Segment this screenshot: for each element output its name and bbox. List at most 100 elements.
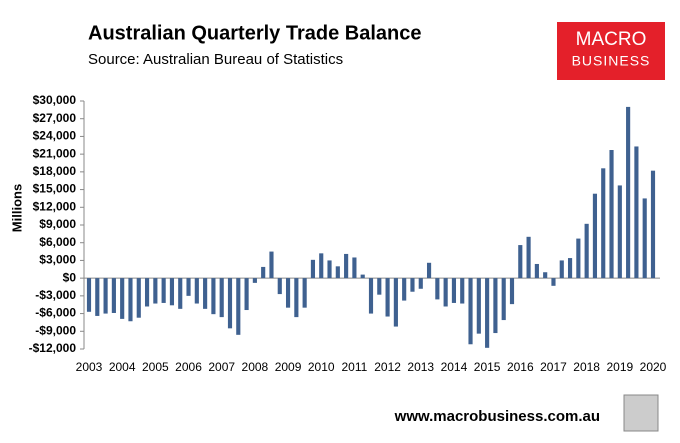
logo-text: BUSINESS <box>572 53 651 69</box>
bar <box>128 278 133 322</box>
x-tick-label: 2007 <box>208 360 235 374</box>
bar <box>178 278 183 309</box>
x-tick-label: 2018 <box>573 360 600 374</box>
x-tick-label: 2019 <box>606 360 633 374</box>
bar <box>592 193 598 279</box>
bar <box>211 278 216 315</box>
bar <box>385 278 390 317</box>
bar <box>518 245 523 279</box>
x-tick-label: 2003 <box>76 360 103 374</box>
y-tick-label: $6,000 <box>39 235 76 249</box>
bar <box>626 106 631 279</box>
bar <box>277 278 282 295</box>
bar <box>418 278 423 289</box>
bar <box>169 278 175 306</box>
y-tick-label: $27,000 <box>33 111 77 125</box>
y-tick-label: -$3,000 <box>35 288 76 302</box>
bar <box>377 278 382 295</box>
bar <box>302 278 307 308</box>
bar <box>543 272 548 279</box>
y-tick-label: $21,000 <box>33 146 77 160</box>
bar <box>310 259 316 279</box>
y-tick-label: $12,000 <box>33 199 77 213</box>
bar <box>86 278 92 312</box>
x-tick-label: 2004 <box>109 360 136 374</box>
x-tick-label: 2006 <box>175 360 202 374</box>
bar <box>584 223 589 279</box>
bar <box>509 278 515 305</box>
bar <box>501 278 506 321</box>
bar <box>285 278 291 308</box>
bar <box>368 278 374 314</box>
bar <box>153 278 158 304</box>
fox-icon <box>623 394 659 432</box>
bar <box>534 263 539 279</box>
bar <box>111 278 116 313</box>
x-tick-label: 2009 <box>275 360 302 374</box>
bar <box>252 278 257 283</box>
bar <box>426 262 432 279</box>
chart-title: Australian Quarterly Trade Balance <box>88 22 421 44</box>
bar <box>95 278 100 316</box>
y-tick-label: $9,000 <box>39 217 76 231</box>
y-tick-label: $30,000 <box>33 93 77 107</box>
x-tick-label: 2008 <box>242 360 269 374</box>
x-tick-label: 2017 <box>540 360 567 374</box>
bar <box>219 278 224 318</box>
bar <box>551 278 556 286</box>
footer: www.macrobusiness.com.au <box>394 408 600 425</box>
y-tick-label: -$9,000 <box>35 323 76 337</box>
bar <box>261 266 266 279</box>
bar <box>642 198 647 279</box>
x-tick-label: 2015 <box>474 360 501 374</box>
x-tick-label: 2020 <box>640 360 667 374</box>
bar <box>650 170 656 279</box>
bar <box>120 278 125 319</box>
x-tick-label: 2016 <box>507 360 534 374</box>
bar <box>136 278 141 318</box>
bar <box>360 274 365 279</box>
bar <box>194 278 199 304</box>
y-tick-label: $3,000 <box>39 253 76 267</box>
bar <box>485 278 490 348</box>
bar <box>335 266 340 279</box>
x-tick-label: 2012 <box>374 360 401 374</box>
bar <box>410 278 415 292</box>
bar <box>227 278 233 329</box>
bar <box>435 278 440 300</box>
x-tick-label: 2013 <box>407 360 434 374</box>
bar <box>476 278 481 334</box>
bar <box>609 150 614 279</box>
bar <box>319 253 324 279</box>
bar <box>236 278 241 335</box>
logo-box <box>557 22 665 80</box>
x-tick-label: 2005 <box>142 360 169 374</box>
y-axis-label: Millions <box>9 184 24 232</box>
y-tick-label: $15,000 <box>33 182 77 196</box>
x-tick-label: 2010 <box>308 360 335 374</box>
chart-subtitle: Source: Australian Bureau of Statistics <box>88 51 343 68</box>
bar <box>103 278 108 314</box>
bar <box>443 278 448 307</box>
bar <box>526 236 531 279</box>
bar <box>460 278 465 304</box>
bar <box>161 278 166 303</box>
x-tick-label: 2014 <box>441 360 468 374</box>
bar <box>269 251 274 279</box>
bar <box>393 278 398 327</box>
y-tick-label: -$12,000 <box>29 341 77 355</box>
bar <box>144 278 150 307</box>
bar <box>567 258 573 279</box>
x-tick-label: 2011 <box>342 360 368 374</box>
bar <box>493 278 498 334</box>
bar <box>634 146 639 279</box>
bar <box>617 185 622 279</box>
bar <box>576 238 581 279</box>
y-tick-label: $24,000 <box>33 129 77 143</box>
bar <box>601 168 606 279</box>
logo-text: MACRO <box>576 29 647 50</box>
bar <box>344 253 349 279</box>
y-tick-label: $18,000 <box>33 164 77 178</box>
bar <box>244 278 249 311</box>
